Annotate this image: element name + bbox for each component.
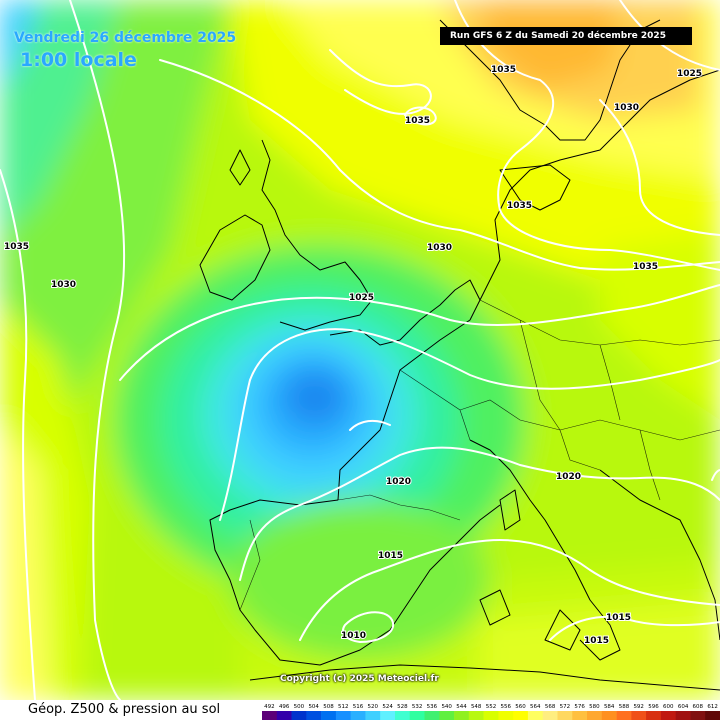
legend-tick-label: 516	[353, 704, 364, 710]
legend-tick-label: 540	[441, 704, 452, 710]
legend-color-swatch	[705, 711, 720, 720]
legend-color-swatch	[276, 711, 292, 720]
legend-color-swatch	[380, 711, 396, 720]
legend-color-swatch	[321, 711, 337, 720]
legend-color-swatch	[365, 711, 381, 720]
legend-tick-label: 592	[633, 704, 644, 710]
legend-tick-label: 568	[545, 704, 556, 710]
legend-tick-label: 536	[427, 704, 438, 710]
isobars	[0, 0, 720, 700]
legend-color-swatch	[557, 711, 573, 720]
legend-tick-label: 564	[530, 704, 541, 710]
isobar-label: 1015	[378, 551, 403, 561]
legend-color-swatch	[483, 711, 499, 720]
legend-tick-label: 548	[471, 704, 482, 710]
legend-tick-label: 500	[294, 704, 305, 710]
legend-color-swatch	[646, 711, 662, 720]
legend-tick-label: 588	[619, 704, 630, 710]
legend-tick-label: 528	[397, 704, 408, 710]
legend-tick-label: 556	[501, 704, 512, 710]
isobar-label: 1035	[491, 65, 516, 75]
isobar-label: 1020	[556, 472, 581, 482]
legend-tick-label: 600	[663, 704, 674, 710]
legend-color-swatch	[291, 711, 307, 720]
isobar-label: 1030	[614, 103, 639, 113]
geopotential-field	[0, 0, 720, 700]
color-scale-legend: 492 496 500 504 508 512 516 520 524 528 532 536 540 5…	[262, 704, 720, 720]
isobar-label: 1025	[349, 293, 374, 303]
legend-color-swatch	[513, 711, 529, 720]
legend-tick-label: 576	[574, 704, 585, 710]
legend-color-swatch	[542, 711, 558, 720]
legend-color-swatch	[306, 711, 322, 720]
legend-color-swatch	[601, 711, 617, 720]
legend-tick-label: 596	[648, 704, 659, 710]
legend-color-swatch	[572, 711, 588, 720]
legend-tick-label: 544	[456, 704, 467, 710]
country-borders	[239, 299, 720, 611]
isobar-label: 1035	[507, 201, 532, 211]
isobar-label: 1015	[584, 636, 609, 646]
legend-color-swatch	[262, 711, 278, 720]
isobar-labels: 1035 1030 1035 1035 1035 1030 1025 1030 …	[3, 64, 703, 647]
legend-color-swatch	[409, 711, 425, 720]
copyright-notice: Copyright (c) 2025 Meteociel.fr	[280, 674, 439, 684]
legend-tick-label: 520	[368, 704, 379, 710]
valid-time: 1:00 locale	[20, 49, 137, 71]
legend-color-swatch	[454, 711, 470, 720]
isobar-label: 1035	[4, 242, 29, 252]
legend-color-swatch	[587, 711, 603, 720]
legend-tick-label: 496	[279, 704, 290, 710]
legend-tick-label: 612	[707, 704, 718, 710]
valid-date: Vendredi 26 décembre 2025	[14, 30, 237, 46]
isobar-label: 1030	[427, 243, 452, 253]
legend-color-swatch	[498, 711, 514, 720]
legend-tick-label: 508	[323, 704, 334, 710]
legend-tick-label: 584	[604, 704, 615, 710]
legend-color-swatch	[690, 711, 706, 720]
legend-tick-label: 560	[515, 704, 526, 710]
legend-color-swatch	[395, 711, 411, 720]
legend-color-swatch	[424, 711, 440, 720]
legend-color-swatch	[616, 711, 632, 720]
isobar-label: 1035	[633, 262, 658, 272]
legend-tick-label: 512	[338, 704, 349, 710]
legend-color-swatch	[660, 711, 676, 720]
legend-color-swatch	[335, 711, 351, 720]
isobar-label: 1010	[341, 631, 366, 641]
legend-tick-label: 580	[589, 704, 600, 710]
legend-color-swatch	[675, 711, 691, 720]
isobar-label: 1035	[405, 116, 430, 126]
legend-tick-label: 608	[693, 704, 704, 710]
weather-map: 1035 1030 1035 1035 1035 1030 1025 1030 …	[0, 0, 720, 700]
legend-color-swatch	[350, 711, 366, 720]
legend-color-swatch	[527, 711, 543, 720]
isobar-label: 1015	[606, 613, 631, 623]
isobar-label: 1020	[386, 477, 411, 487]
legend-tick-label: 552	[486, 704, 497, 710]
map-parameter-title: Géop. Z500 & pression au sol	[28, 702, 221, 717]
legend-color-swatch	[631, 711, 647, 720]
run-info-banner: Run GFS 6 Z du Samedi 20 décembre 2025	[440, 27, 692, 45]
legend-color-swatch	[468, 711, 484, 720]
legend-tick-label: 572	[560, 704, 571, 710]
legend-color-swatch	[439, 711, 455, 720]
coastlines	[199, 19, 720, 691]
legend-tick-label: 504	[308, 704, 319, 710]
isobar-label: 1025	[677, 69, 702, 79]
isobar-label: 1030	[51, 280, 76, 290]
legend-tick-label: 492	[264, 704, 275, 710]
legend-tick-label: 524	[382, 704, 393, 710]
legend-tick-label: 532	[412, 704, 423, 710]
legend-tick-label: 604	[678, 704, 689, 710]
